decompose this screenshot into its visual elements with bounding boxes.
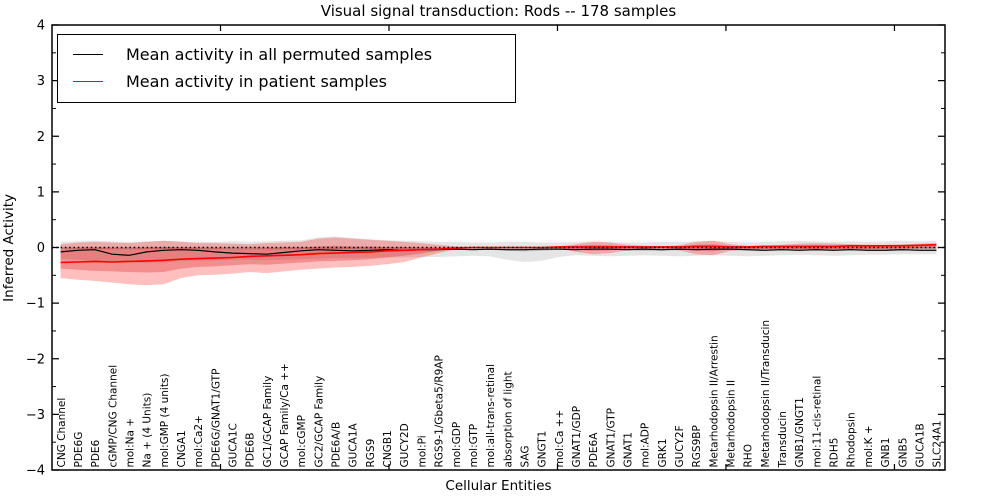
x-category-label: PDE6A/B <box>331 422 343 468</box>
legend-entry-patient: Mean activity in patient samples <box>58 68 515 95</box>
x-category-label: GUCY2F <box>674 425 686 467</box>
x-category-label: GCAP Family/Ca ++ <box>279 363 291 467</box>
x-category-label: RDH5 <box>829 438 841 468</box>
x-category-label: SAG <box>520 446 532 468</box>
permuted-mean-line <box>60 248 937 256</box>
x-category-label: mol:GDP <box>451 422 463 468</box>
plot-border <box>51 24 946 471</box>
x-category-label: mol:ADP <box>640 423 652 468</box>
x-category-label: PDE6G <box>73 432 85 468</box>
x-category-label: SLC24A1 <box>932 420 944 467</box>
y-axis-label: Inferred Activity <box>1 193 17 302</box>
x-category-label: CNGA1 <box>176 430 188 467</box>
x-category-label: GC2/GCAP Family <box>313 376 325 468</box>
y-tick-label: 2 <box>37 130 45 145</box>
x-category-label: Metarhodopsin II/Arrestin <box>708 335 720 467</box>
patient-mean-line <box>60 243 937 264</box>
y-tick-label: 0 <box>37 241 45 256</box>
y-tick-label: 3 <box>37 74 45 89</box>
x-category-label: Metarhodopsin II <box>726 380 738 468</box>
x-category-label: Na + (4 Units) <box>142 393 154 468</box>
x-category-label: cGMP/CNG Channel <box>107 365 119 468</box>
legend-line-sample-red <box>73 81 103 82</box>
chart-title: Visual signal transduction: Rods -- 178 … <box>320 2 677 20</box>
x-category-label: mol:all-trans-retinal <box>485 364 497 468</box>
x-category-label: mol:Ca2+ <box>193 415 205 467</box>
x-category-label: mol:K + <box>863 425 875 467</box>
x-category-label: GUCA1A <box>348 422 360 467</box>
x-category-label: GRK1 <box>657 439 669 468</box>
y-tick-label: −3 <box>26 408 45 423</box>
y-tick-label: 1 <box>37 185 45 200</box>
legend-line-sample-black <box>73 54 103 55</box>
y-tick-label: −2 <box>26 352 45 367</box>
x-category-label: mol:GMP (4 units) <box>159 374 171 468</box>
y-tick-label: −1 <box>26 297 45 312</box>
patient-range-inner-band <box>60 244 937 273</box>
x-category-label: GNAT1/GDP <box>571 406 583 468</box>
y-tick-label: 4 <box>37 19 45 34</box>
x-category-label: GNAT1/GTP <box>605 408 617 468</box>
x-category-label: PDE6B <box>245 433 257 468</box>
x-category-label: mol:Na + <box>125 418 137 468</box>
x-category-label: PDE6A <box>588 432 600 468</box>
legend-box: Mean activity in all permuted samples Me… <box>57 34 516 103</box>
x-category-label: GC1/GCAP Family <box>262 376 274 468</box>
x-category-label: Transducin <box>777 411 789 468</box>
x-category-label: RGS9 <box>365 439 377 468</box>
x-category-label: mol:Pi <box>416 435 428 467</box>
x-category-label: GUCA1C <box>228 423 240 467</box>
x-category-label: mol:Ca ++ <box>554 410 566 468</box>
x-category-label: mol:11-cis-retinal <box>811 376 823 468</box>
x-category-label: RGS9-1/Gbeta5/R9AP <box>434 355 446 467</box>
x-category-label: PDE6 <box>90 439 102 467</box>
x-category-label: RGS9BP <box>691 425 703 467</box>
x-category-label: CNGB1 <box>382 430 394 467</box>
x-category-label: Metarhodopsin II/Transducin <box>760 320 772 468</box>
x-category-label: GUCA1B <box>914 423 926 467</box>
legend-entry-permuted: Mean activity in all permuted samples <box>58 41 515 68</box>
x-category-label: Rhodopsin <box>846 412 858 467</box>
x-category-label: GNGT1 <box>537 431 549 468</box>
x-category-label: GUCY2D <box>399 423 411 467</box>
legend-label-permuted: Mean activity in all permuted samples <box>126 45 433 64</box>
legend-label-patient: Mean activity in patient samples <box>126 72 387 91</box>
x-category-label: GNAT1 <box>623 432 635 467</box>
x-category-label: RHO <box>743 444 755 467</box>
x-category-label: mol:cGMP <box>296 415 308 467</box>
x-category-label: GNB1/GNGT1 <box>794 397 806 467</box>
x-category-label: mol:GTP <box>468 424 480 468</box>
x-category-label: GNB1 <box>880 438 892 468</box>
x-axis-label: Cellular Entities <box>445 478 552 494</box>
x-category-label: CNG Channel <box>56 398 68 468</box>
y-axis-label-wrap: Inferred Activity <box>0 25 18 470</box>
x-category-label: GNB5 <box>897 438 909 468</box>
x-category-label: absorption of light <box>502 371 514 467</box>
x-category-label: PDE6G/GNAT1/GTP <box>210 369 222 468</box>
y-tick-label: −4 <box>26 464 45 479</box>
